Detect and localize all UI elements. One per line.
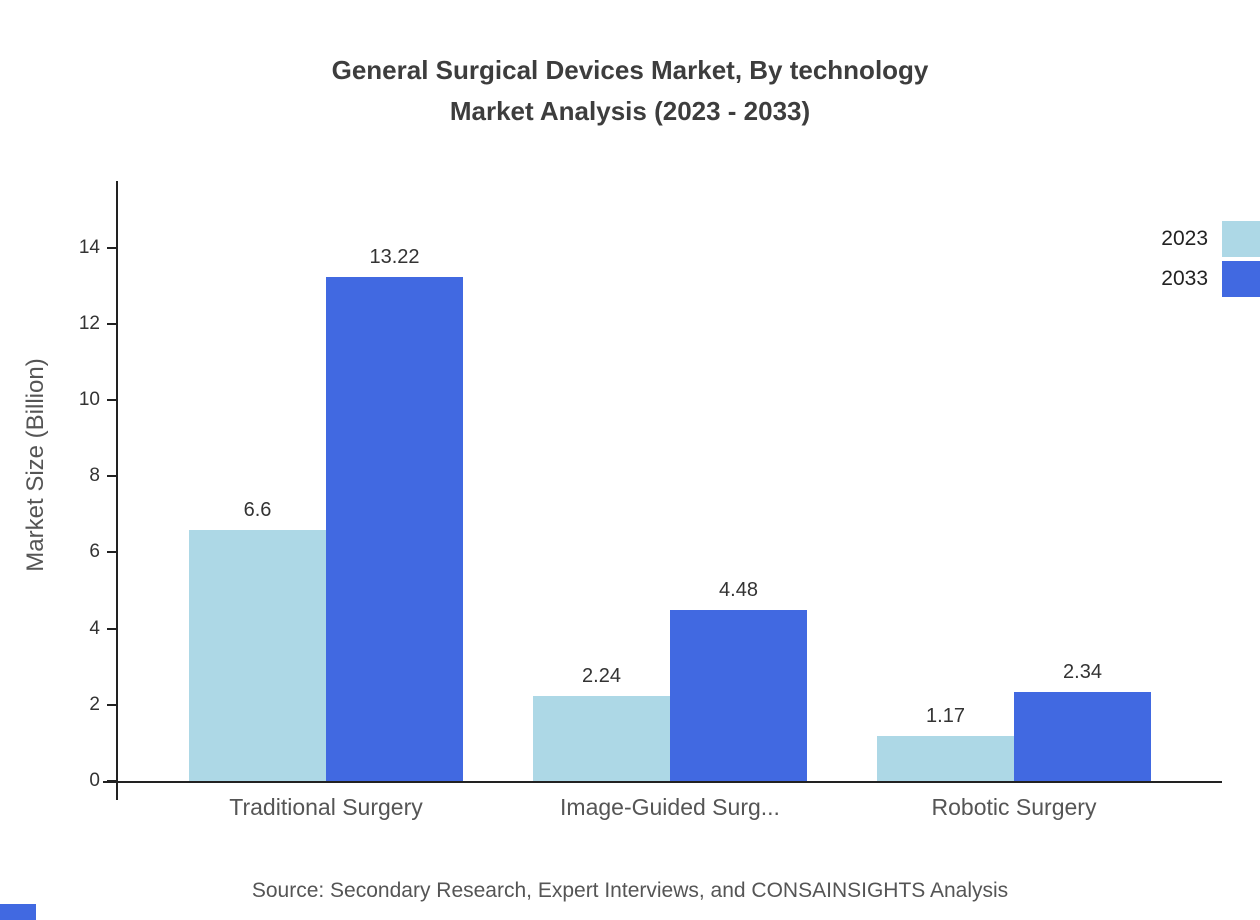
chart-title-line1: General Surgical Devices Market, By tech…	[331, 55, 929, 85]
y-axis-line	[116, 181, 118, 800]
legend: 2023 2033	[1161, 219, 1260, 299]
x-category-label: Traditional Surgery	[229, 794, 423, 820]
y-tick-label: 10	[78, 389, 100, 411]
bar	[533, 695, 670, 781]
legend-swatch	[1222, 261, 1260, 297]
bar	[189, 529, 326, 781]
y-axis-title: Market Size (Billion)	[22, 358, 49, 572]
source-note: Source: Secondary Research, Expert Inter…	[251, 879, 1009, 902]
y-tick-label: 2	[89, 693, 100, 715]
y-tick-mark	[107, 475, 117, 478]
y-tick-label: 4	[89, 617, 100, 639]
chart-title: General Surgical Devices Market, By tech…	[0, 50, 1260, 132]
y-tick-label: 14	[78, 236, 100, 258]
bar	[670, 610, 807, 781]
y-tick-label: 8	[89, 465, 100, 487]
bar-value-label: 2.34	[1063, 660, 1102, 683]
legend-item: 2023	[1161, 219, 1260, 259]
bar-value-label: 2.24	[582, 664, 621, 687]
y-tick-mark	[107, 246, 117, 249]
x-category-label: Robotic Surgery	[931, 794, 1097, 820]
bar	[877, 736, 1014, 781]
brand-mark	[0, 904, 36, 920]
y-tick-mark	[107, 551, 117, 554]
bar	[326, 277, 463, 781]
legend-item: 2033	[1161, 259, 1260, 299]
chart-title-line2: Market Analysis (2023 - 2033)	[449, 96, 811, 126]
bar	[1014, 691, 1151, 781]
y-tick-label: 0	[89, 770, 100, 791]
y-tick-mark	[107, 627, 117, 630]
x-axis-line	[103, 781, 1222, 783]
x-category-label: Image-Guided Surg...	[560, 794, 780, 820]
bar-value-label: 4.48	[719, 579, 758, 602]
y-tick-label: 6	[89, 541, 100, 563]
y-tick-mark	[107, 399, 117, 402]
y-tick-mark	[107, 322, 117, 325]
bar-value-label: 6.6	[243, 498, 272, 521]
y-tick-label: 12	[78, 312, 100, 334]
legend-label: 2033	[1161, 267, 1208, 290]
legend-label: 2023	[1161, 227, 1208, 250]
plot-area: 0 2 4 6 8 10 12 14 6.6 13.22 Traditional Surgery 2.…	[79, 181, 1222, 820]
bar-value-label: 13.22	[369, 246, 420, 269]
y-tick-mark	[107, 780, 117, 782]
y-tick-mark	[107, 703, 117, 706]
legend-swatch	[1222, 221, 1260, 257]
bar-value-label: 1.17	[926, 705, 965, 728]
